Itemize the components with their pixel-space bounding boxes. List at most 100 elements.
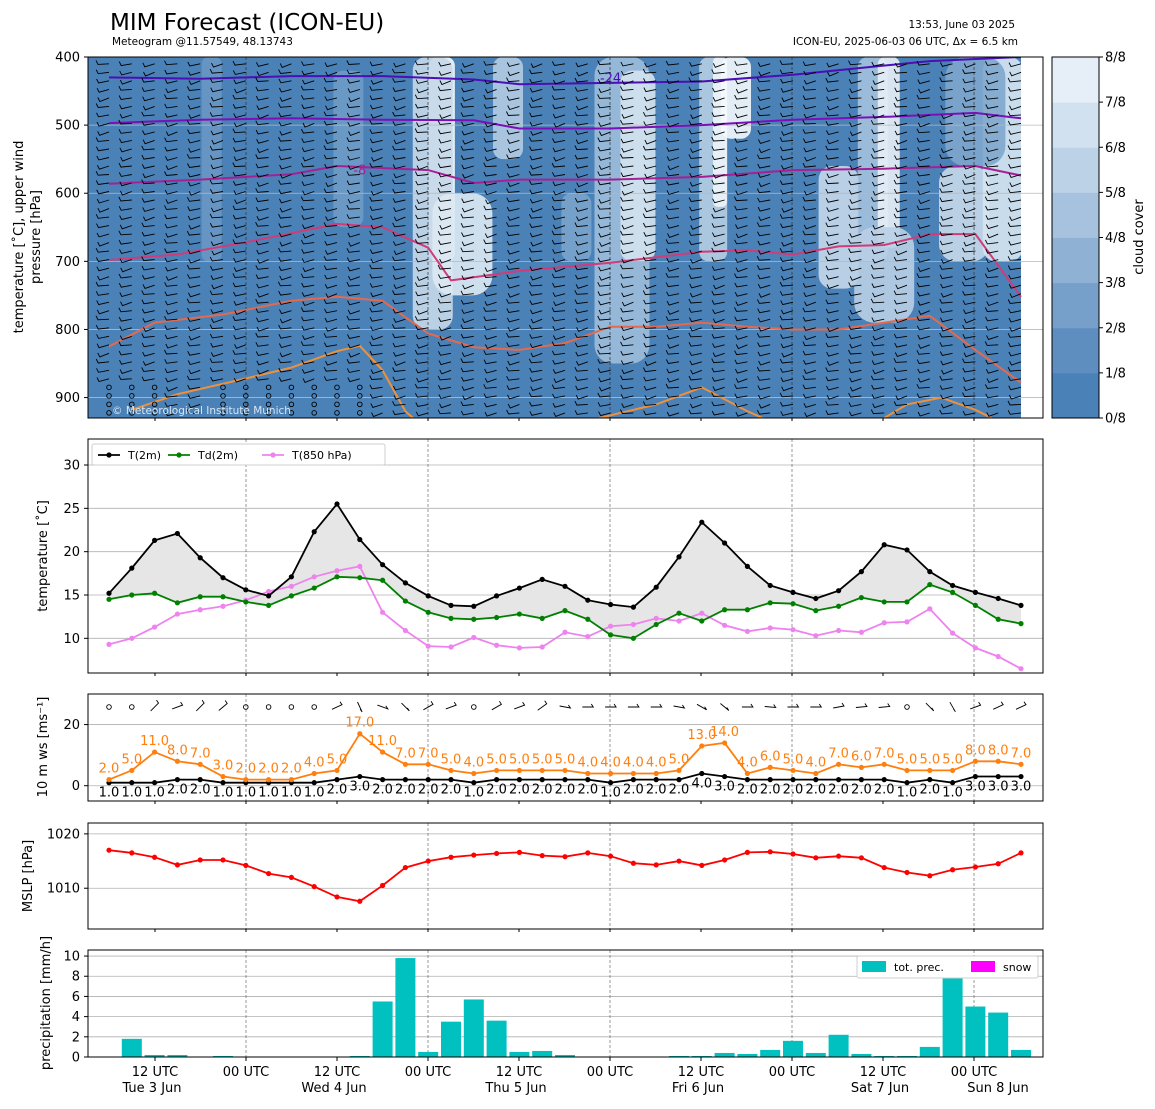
upper-wind-barb [711, 324, 725, 330]
calm-circle [357, 393, 363, 399]
upper-wind-barb [530, 164, 543, 170]
surface-barb-31 [810, 703, 823, 708]
upper-wind-barb [1008, 139, 1022, 145]
upper-wind-barb [186, 409, 201, 415]
series-point-temp-0-33 [858, 569, 865, 575]
upper-wind-barb [483, 402, 497, 408]
upper-wind-barb [141, 342, 155, 348]
upper-wind-barb [963, 352, 976, 358]
upper-wind-barb [210, 164, 224, 170]
upper-wind-barb [895, 284, 908, 290]
gust-label-33: 6.0 [851, 749, 872, 764]
ytick-label-p2-yticks-10: 10 [63, 632, 80, 647]
series-point-temp-0-1 [129, 565, 135, 571]
upper-wind-barb [119, 258, 132, 264]
series-point-wind-gust-35 [904, 767, 910, 774]
series-point-wind-gust-27 [722, 740, 728, 746]
upper-wind-barb [551, 61, 566, 66]
upper-wind-barb [302, 79, 315, 85]
gust-label-13: 7.0 [395, 746, 416, 761]
series-point-temp-1-9 [311, 585, 317, 591]
upper-wind-barb [325, 293, 338, 298]
upper-wind-barb [164, 282, 178, 287]
series-point-mslp-1 [129, 850, 135, 856]
temperature-series [106, 501, 1024, 672]
upper-wind-barb [164, 349, 178, 355]
surface-barb-15 [445, 701, 457, 710]
upper-wind-barb [277, 281, 292, 287]
upper-wind-barb [802, 393, 816, 399]
upper-wind-barb [278, 121, 292, 127]
series-point-temp-2-38 [972, 645, 979, 651]
upper-wind-barb [894, 207, 908, 213]
mean-label-39: 3.0 [988, 780, 1009, 795]
series-point-wind-mean-19 [539, 777, 545, 783]
upper-wind-barb [278, 247, 292, 253]
mean-label-7: 1.0 [258, 786, 279, 801]
upper-wind-barb [300, 350, 315, 356]
upper-wind-barb [849, 266, 862, 272]
upper-wind-barb [165, 266, 178, 272]
upper-wind-barb [984, 384, 999, 389]
upper-wind-barb [688, 385, 702, 390]
series-point-wind-gust-37 [950, 767, 956, 774]
upper-wind-barb [279, 309, 292, 315]
upper-wind-barb [804, 156, 816, 162]
series-point-wind-mean-5 [220, 780, 226, 786]
series-point-wind-mean-4 [197, 777, 203, 783]
upper-wind-barb [575, 240, 588, 246]
precip-bar-29 [760, 1049, 781, 1057]
upper-wind-barb [529, 377, 543, 382]
ytick-label-p4-yticks-1020: 1020 [47, 827, 80, 842]
upper-wind-barb [165, 199, 178, 204]
upper-wind-barb [804, 301, 816, 307]
upper-wind-barb [118, 375, 132, 380]
upper-wind-barb [826, 317, 839, 323]
upper-wind-barb [575, 139, 588, 145]
upper-wind-barb [370, 70, 383, 76]
upper-wind-barb [210, 130, 224, 136]
upper-wind-barb [141, 164, 155, 169]
upper-wind-barb [141, 87, 155, 92]
upper-wind-barb [552, 215, 566, 220]
series-point-temp-1-21 [585, 616, 591, 622]
copyright-text: © Meteorological Institute Munich [112, 405, 291, 417]
upper-wind-barb [437, 375, 452, 381]
upper-wind-barb [301, 368, 315, 374]
upper-wind-barb [917, 267, 930, 272]
upper-wind-barb [392, 299, 406, 305]
upper-wind-barb [348, 352, 360, 358]
upper-wind-barb [506, 385, 520, 391]
upper-wind-barb [893, 333, 908, 339]
upper-wind-barb [893, 367, 908, 373]
upper-wind-barb [939, 375, 953, 381]
upper-wind-barb [301, 104, 315, 110]
upper-wind-barb [255, 129, 269, 135]
upper-wind-barb [620, 384, 634, 390]
upper-wind-barb [529, 290, 543, 296]
series-point-mslp-40 [1018, 850, 1024, 856]
upper-wind-barb [779, 146, 794, 152]
upper-wind-barb [324, 96, 338, 101]
upper-wind-barb [665, 60, 680, 66]
series-point-temp-1-13 [402, 598, 408, 604]
series-point-temp-1-30 [790, 601, 796, 607]
upper-wind-barb [234, 344, 246, 349]
surface-calm-35 [904, 704, 910, 710]
surface-barb-36 [925, 702, 935, 712]
upper-wind-barb [1009, 360, 1022, 366]
upper-wind-barb [870, 375, 885, 381]
upper-wind-barb [187, 95, 201, 101]
mean-label-29: 2.0 [760, 783, 781, 798]
upper-wind-barb [894, 352, 908, 357]
upper-wind-barb [438, 360, 452, 366]
upper-wind-barb [780, 343, 794, 349]
upper-wind-barb [210, 376, 224, 382]
upper-wind-barb [300, 162, 315, 168]
upper-wind-barb [757, 351, 771, 357]
upper-wind-barb [141, 376, 155, 382]
calm-circle [265, 401, 272, 408]
upper-wind-barb [871, 215, 885, 221]
upper-wind-barb [734, 402, 748, 408]
